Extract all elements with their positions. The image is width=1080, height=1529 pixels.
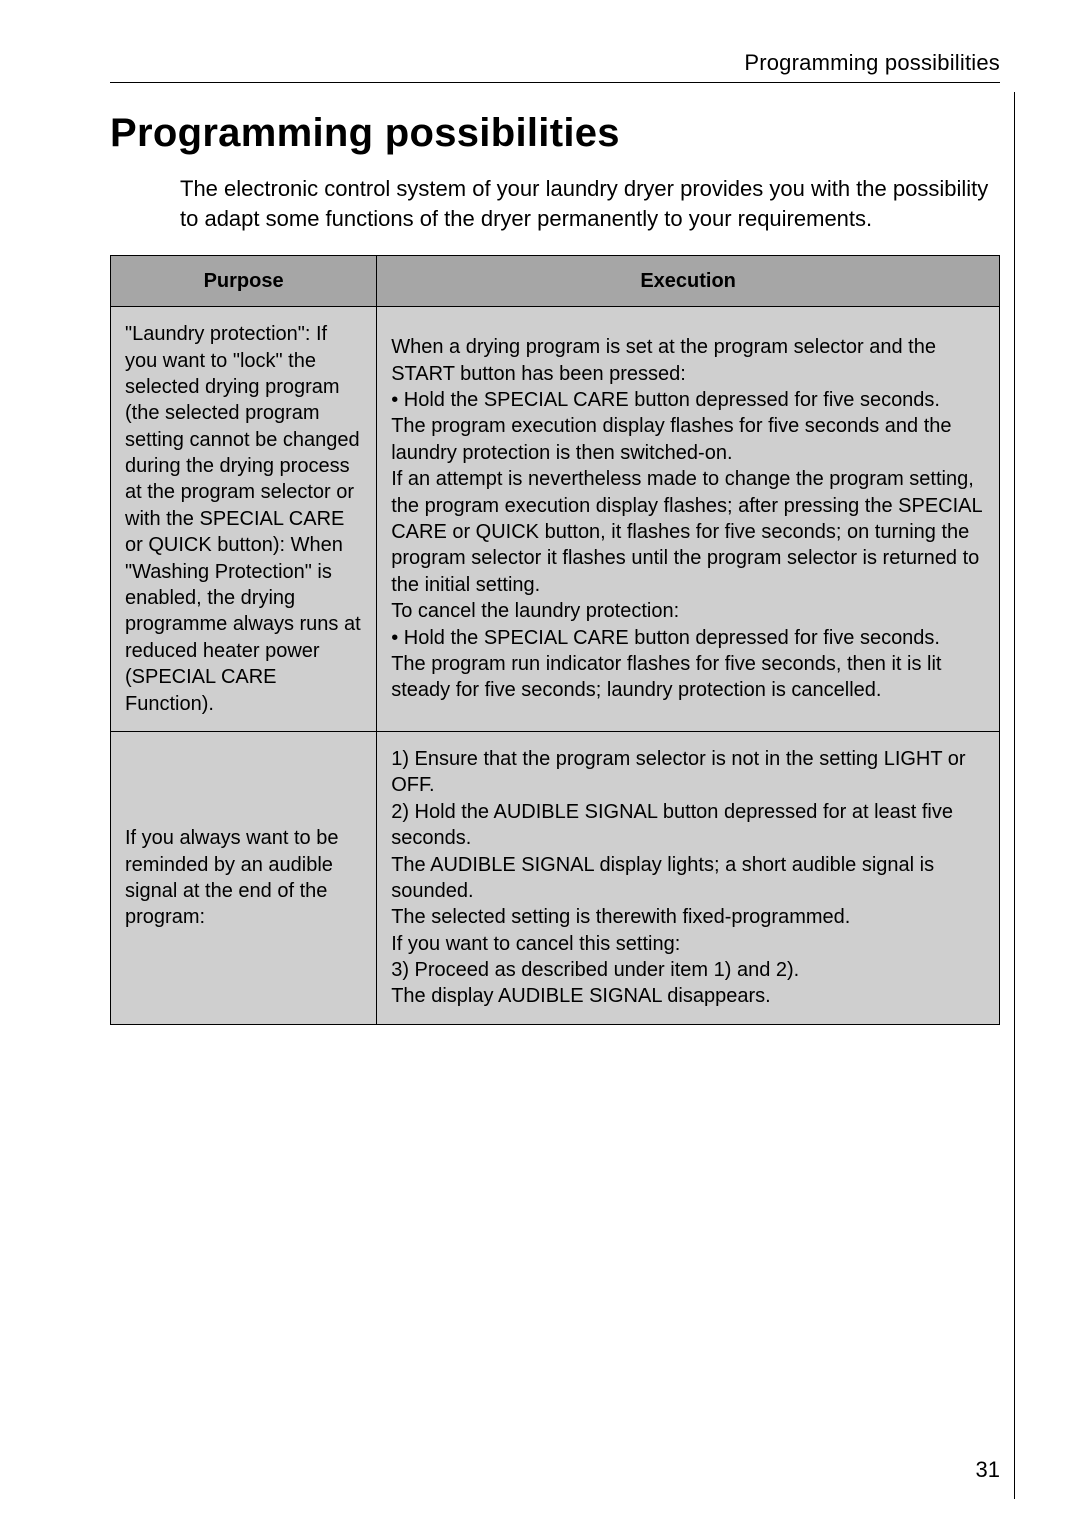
header-rule bbox=[110, 82, 1000, 83]
cell-execution: 1) Ensure that the program selector is n… bbox=[377, 731, 1000, 1024]
page-title: Programming possibilities bbox=[110, 111, 1000, 156]
cell-purpose: "Laundry protection": If you want to "lo… bbox=[111, 307, 377, 732]
exec-text: 1) Ensure that the program selector is n… bbox=[391, 746, 985, 1010]
programming-table: Purpose Execution "Laundry protection": … bbox=[110, 255, 1000, 1025]
table-row: If you always want to be reminded by an … bbox=[111, 731, 1000, 1024]
running-head: Programming possibilities bbox=[110, 50, 1000, 76]
intro-paragraph: The electronic control system of your la… bbox=[180, 174, 1000, 235]
page: Programming possibilities Programming po… bbox=[0, 0, 1080, 1529]
cell-purpose: If you always want to be reminded by an … bbox=[111, 731, 377, 1024]
right-margin-rule bbox=[1014, 92, 1015, 1499]
col-header-purpose: Purpose bbox=[111, 255, 377, 306]
exec-text: When a drying program is set at the prog… bbox=[391, 334, 985, 703]
table-row: "Laundry protection": If you want to "lo… bbox=[111, 307, 1000, 732]
col-header-execution: Execution bbox=[377, 255, 1000, 306]
page-number: 31 bbox=[976, 1457, 1000, 1483]
cell-execution: When a drying program is set at the prog… bbox=[377, 307, 1000, 732]
table-header-row: Purpose Execution bbox=[111, 255, 1000, 306]
